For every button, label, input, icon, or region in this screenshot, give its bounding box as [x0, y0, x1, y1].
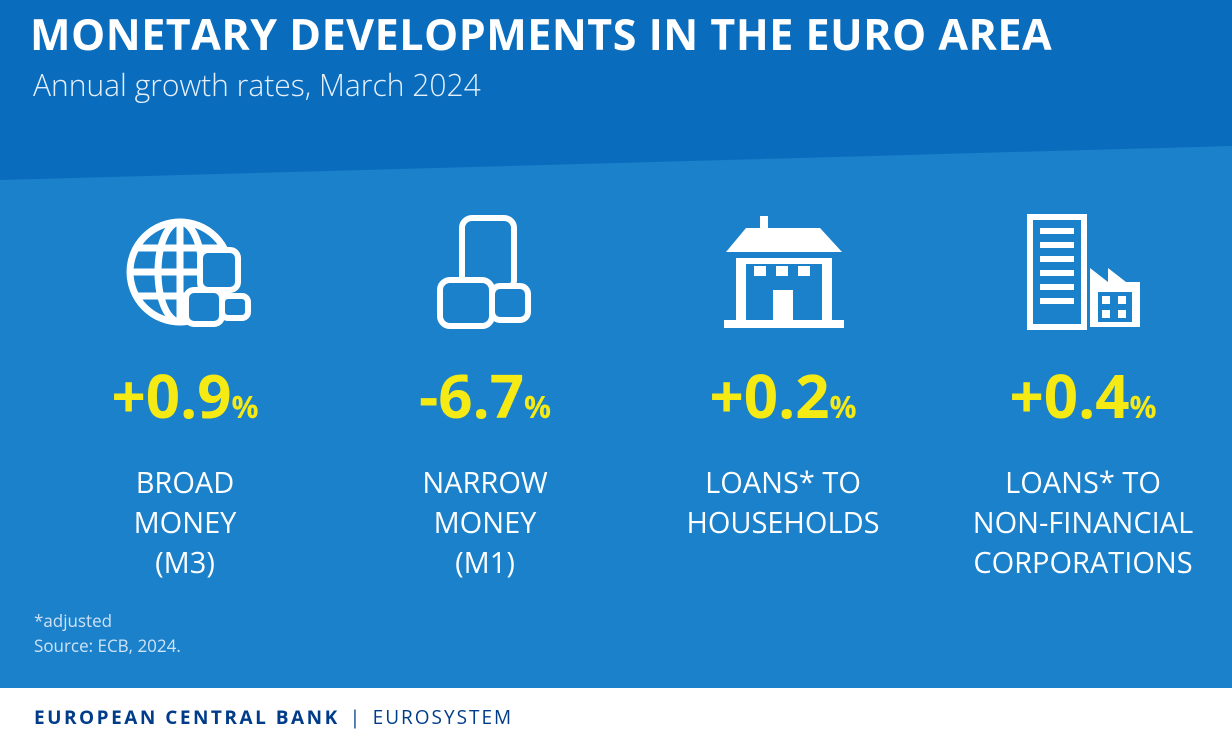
value-number: +0.9	[111, 354, 232, 436]
system: EUROSYSTEM	[372, 704, 514, 730]
value-number: +0.4	[1009, 354, 1130, 436]
label-line: MONEY	[433, 503, 537, 542]
icon-house	[724, 216, 844, 328]
note: Source: ECB, 2024.	[34, 634, 181, 657]
item: +0.2% LOANS* TO HOUSEHOLDS	[633, 355, 933, 543]
label-line: NON-FINANCIAL	[972, 503, 1194, 542]
label-line: HOUSEHOLDS	[686, 503, 880, 542]
icon-buildings	[1027, 214, 1140, 330]
value-unit: %	[231, 386, 259, 427]
label: LOANS* TO NON-FINANCIAL CORPORATIONS	[933, 463, 1232, 583]
label: NARROW MONEY (M1)	[335, 463, 635, 583]
value-unit: %	[829, 386, 857, 427]
value: +0.4%	[933, 355, 1232, 447]
label-line: LOANS* TO	[705, 463, 861, 502]
label-line: (M1)	[455, 543, 515, 582]
value: -6.7%	[335, 355, 635, 447]
item: +0.9% BROAD MONEY (M3)	[35, 355, 335, 583]
label-line: BROAD	[135, 463, 235, 502]
label-line: LOANS* TO	[1005, 463, 1161, 502]
item: +0.4% LOANS* TO NON-FINANCIAL CORPORATIONS	[933, 355, 1232, 583]
label-line: MONEY	[133, 503, 237, 542]
value-unit: %	[524, 386, 552, 427]
value-number: -6.7	[418, 354, 524, 436]
label-line: (M3)	[155, 543, 215, 582]
label: BROAD MONEY (M3)	[35, 463, 335, 583]
footer: EUROPEAN CENTRAL BANK | EUROSYSTEM	[34, 704, 513, 730]
value-unit: %	[1129, 386, 1157, 427]
subtitle: Annual growth rates, March 2024	[33, 64, 481, 105]
label-line: CORPORATIONS	[973, 543, 1193, 582]
value-number: +0.2	[709, 354, 830, 436]
icon-coins	[183, 215, 531, 329]
brand: EUROPEAN CENTRAL BANK	[34, 704, 340, 730]
value: +0.9%	[35, 355, 335, 447]
note: *adjusted	[34, 609, 113, 632]
value: +0.2%	[633, 355, 933, 447]
label: LOANS* TO HOUSEHOLDS	[633, 463, 933, 543]
separator: |	[349, 704, 363, 730]
item: -6.7% NARROW MONEY (M1)	[335, 355, 635, 583]
notes: *adjusted Source: ECB, 2024.	[34, 608, 181, 658]
title: MONETARY DEVELOPMENTS IN THE EURO AREA	[30, 4, 1053, 63]
label-line: NARROW	[422, 463, 548, 502]
